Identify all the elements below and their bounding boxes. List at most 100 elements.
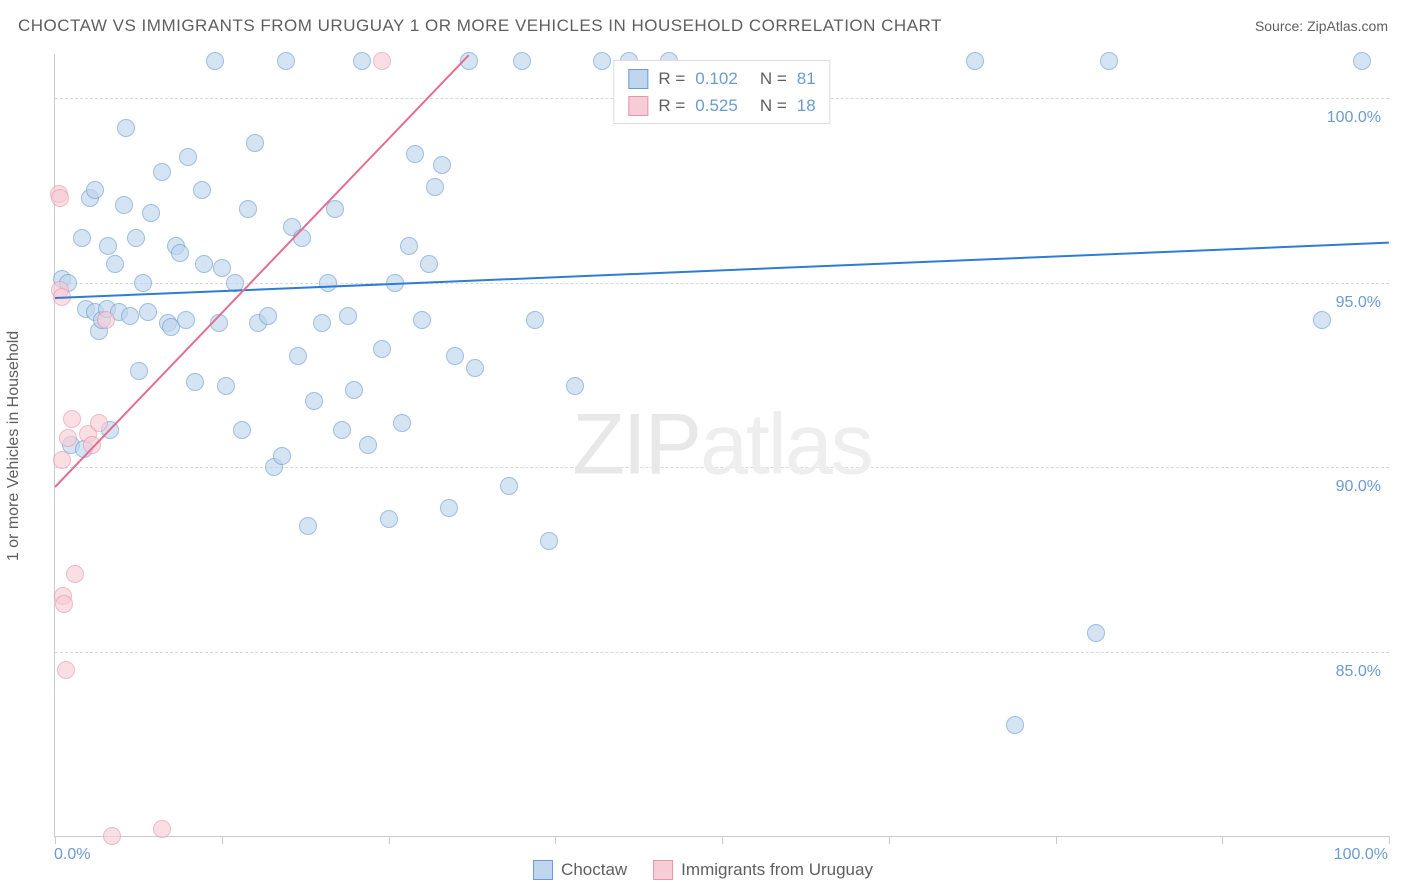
data-point (966, 52, 984, 70)
data-point (353, 52, 371, 70)
data-point (53, 451, 71, 469)
watermark: ZIPatlas (572, 396, 871, 495)
legend-n-label: N = (760, 92, 787, 119)
data-point (339, 307, 357, 325)
data-point (1006, 716, 1024, 734)
data-point (233, 421, 251, 439)
legend-swatch (653, 860, 673, 880)
x-tick (1056, 836, 1057, 844)
data-point (193, 181, 211, 199)
data-point (121, 307, 139, 325)
data-point (130, 362, 148, 380)
data-point (195, 255, 213, 273)
data-point (186, 373, 204, 391)
data-point (500, 477, 518, 495)
data-point (289, 347, 307, 365)
data-point (1087, 624, 1105, 642)
y-tick-label: 90.0% (1336, 478, 1381, 496)
data-point (171, 244, 189, 262)
watermark-thin: atlas (700, 397, 872, 493)
data-point (566, 377, 584, 395)
legend-row: R =0.525N =18 (628, 92, 815, 119)
data-point (153, 163, 171, 181)
data-point (213, 259, 231, 277)
title-bar: CHOCTAW VS IMMIGRANTS FROM URUGUAY 1 OR … (18, 16, 1388, 36)
data-point (273, 447, 291, 465)
data-point (526, 311, 544, 329)
legend-n-value: 81 (797, 65, 816, 92)
data-point (177, 311, 195, 329)
legend-swatch (628, 96, 648, 116)
data-point (513, 52, 531, 70)
gridline (55, 467, 1389, 468)
x-max-label: 100.0% (1334, 846, 1388, 864)
data-point (380, 510, 398, 528)
y-tick-label: 95.0% (1336, 294, 1381, 312)
data-point (373, 52, 391, 70)
data-point (359, 436, 377, 454)
data-point (134, 274, 152, 292)
y-tick-label: 100.0% (1327, 109, 1381, 127)
source-name: ZipAtlas.com (1307, 18, 1388, 34)
data-point (63, 410, 81, 428)
trendline (55, 242, 1389, 299)
chart-title: CHOCTAW VS IMMIGRANTS FROM URUGUAY 1 OR … (18, 16, 942, 36)
data-point (86, 181, 104, 199)
data-point (305, 392, 323, 410)
gridline (55, 652, 1389, 653)
data-point (90, 414, 108, 432)
x-tick (222, 836, 223, 844)
data-point (333, 421, 351, 439)
data-point (433, 156, 451, 174)
data-point (246, 134, 264, 152)
gridline (55, 283, 1389, 284)
data-point (55, 595, 73, 613)
data-point (179, 148, 197, 166)
legend-swatch (628, 69, 648, 89)
data-point (440, 499, 458, 517)
legend-series-item: Choctaw (533, 860, 627, 880)
data-point (420, 255, 438, 273)
source-prefix: Source: (1255, 18, 1307, 34)
data-point (426, 178, 444, 196)
data-point (66, 565, 84, 583)
data-point (117, 119, 135, 137)
data-point (139, 303, 157, 321)
data-point (51, 189, 69, 207)
data-point (593, 52, 611, 70)
y-tick-label: 85.0% (1336, 663, 1381, 681)
data-point (345, 381, 363, 399)
legend-series-label: Immigrants from Uruguay (681, 860, 873, 880)
data-point (413, 311, 431, 329)
legend-correlation: R =0.102N =81R =0.525N =18 (613, 60, 830, 124)
x-tick (1222, 836, 1223, 844)
data-point (540, 532, 558, 550)
data-point (73, 229, 91, 247)
data-point (406, 145, 424, 163)
data-point (115, 196, 133, 214)
x-tick (722, 836, 723, 844)
data-point (57, 661, 75, 679)
data-point (446, 347, 464, 365)
data-point (206, 52, 224, 70)
data-point (127, 229, 145, 247)
watermark-bold: ZIP (572, 397, 700, 493)
data-point (313, 314, 331, 332)
legend-swatch (533, 860, 553, 880)
data-point (319, 274, 337, 292)
data-point (259, 307, 277, 325)
data-point (239, 200, 257, 218)
x-tick (1389, 836, 1390, 844)
source-label: Source: ZipAtlas.com (1255, 18, 1388, 34)
data-point (106, 255, 124, 273)
data-point (299, 517, 317, 535)
data-point (293, 229, 311, 247)
data-point (1353, 52, 1371, 70)
plot-area: ZIPatlas R =0.102N =81R =0.525N =18 85.0… (54, 54, 1389, 837)
data-point (153, 820, 171, 838)
legend-series-label: Choctaw (561, 860, 627, 880)
x-tick (389, 836, 390, 844)
data-point (393, 414, 411, 432)
x-tick (889, 836, 890, 844)
legend-series-item: Immigrants from Uruguay (653, 860, 873, 880)
